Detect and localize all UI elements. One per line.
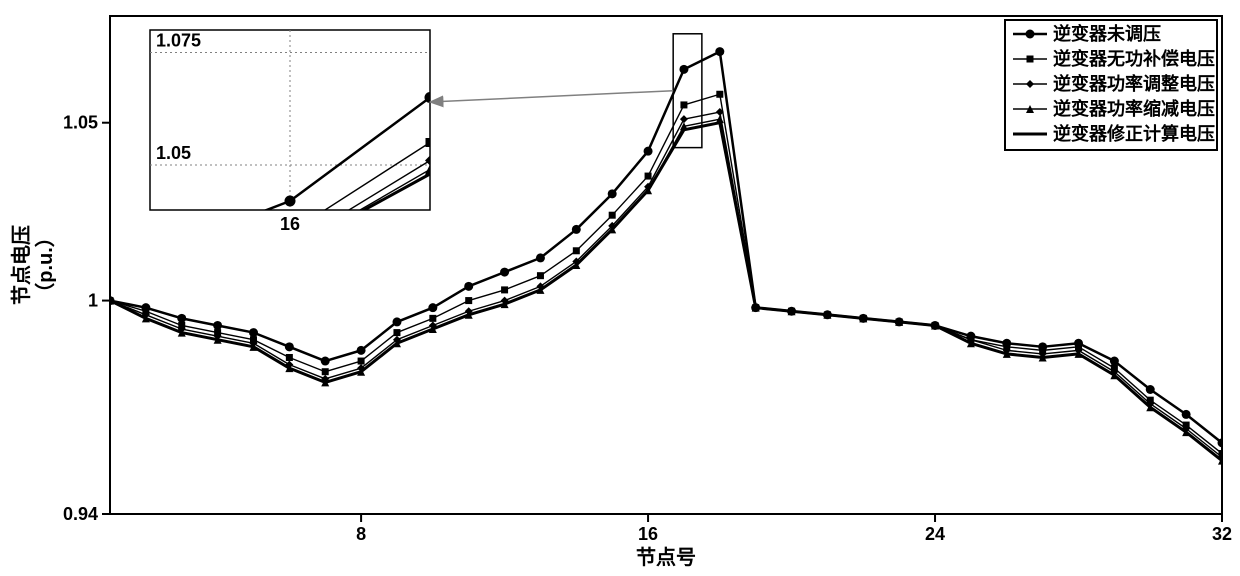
svg-text:1.05: 1.05	[63, 113, 98, 133]
svg-text:（p.u.）: （p.u.）	[34, 227, 57, 303]
svg-text:8: 8	[356, 524, 366, 544]
legend-label-s4: 逆变器功率缩减电压	[1053, 98, 1215, 119]
svg-text:16: 16	[638, 524, 658, 544]
legend-label-s1: 逆变器未调压	[1053, 23, 1161, 44]
svg-text:1.05: 1.05	[156, 143, 191, 163]
svg-text:1.075: 1.075	[156, 31, 201, 51]
legend-label-s5: 逆变器修正计算电压	[1053, 123, 1215, 144]
legend-label-s3: 逆变器功率调整电压	[1053, 73, 1215, 94]
svg-text:0.94: 0.94	[63, 504, 98, 524]
legend-label-s2: 逆变器无功补偿电压	[1053, 48, 1215, 69]
svg-text:1: 1	[88, 291, 98, 311]
chart-container: 8 16 24 32 0.94 1 1.05 节点号 节点电压（p.u.） 16 1.05 1.075…	[0, 0, 1240, 576]
svg-text:24: 24	[925, 524, 945, 544]
svg-text:16: 16	[280, 214, 300, 234]
chart-svg: 8 16 24 32 0.94 1 1.05 节点号 节点电压（p.u.） 16 1.05 1.075…	[0, 0, 1240, 576]
svg-text:节点号: 节点号	[636, 545, 696, 569]
svg-text:节点电压: 节点电压	[9, 225, 33, 305]
svg-text:32: 32	[1212, 524, 1232, 544]
